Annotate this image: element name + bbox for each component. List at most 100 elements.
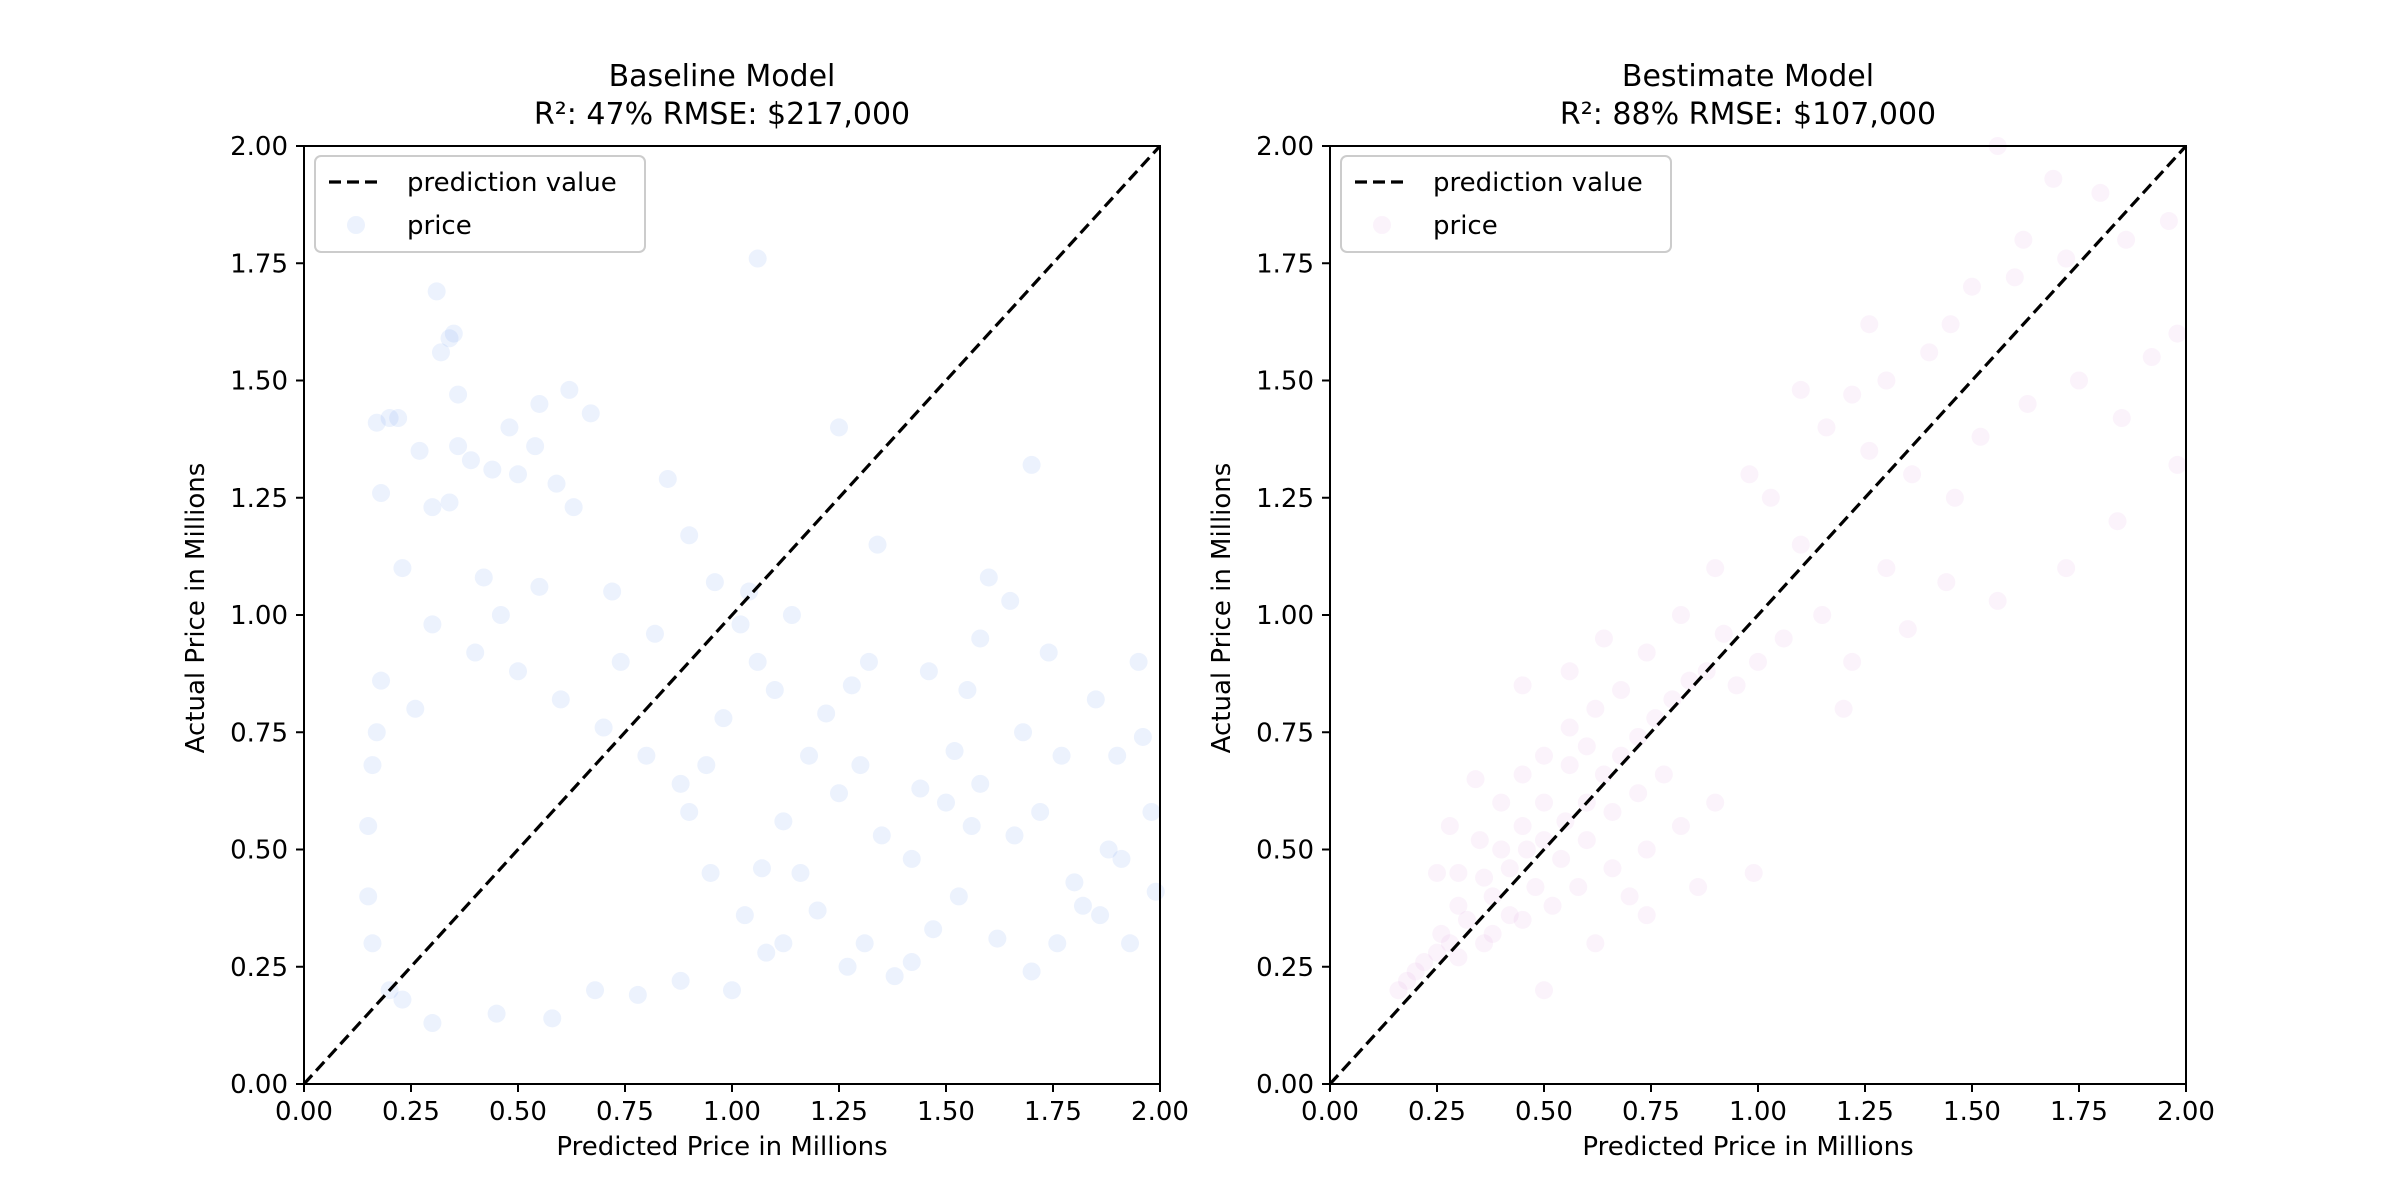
data-point: [367, 413, 386, 432]
data-point: [1637, 906, 1656, 925]
data-point: [1569, 878, 1588, 897]
legend-dot-swatch: [347, 216, 365, 234]
y-tick-label: 1.00: [230, 601, 288, 631]
data-point: [830, 784, 848, 803]
data-point: [2142, 348, 2161, 367]
data-point: [971, 774, 990, 793]
y-ticks: 0.00 0.25 0.50 0.75 1.00 1.25 1.50 1.75 2.00: [230, 132, 304, 1100]
x-tick-label: 1.75: [2050, 1097, 2108, 1127]
data-point: [363, 934, 382, 953]
data-point: [1440, 817, 1459, 836]
data-point: [526, 437, 545, 456]
data-point: [1492, 840, 1511, 859]
data-point: [902, 953, 921, 972]
data-point: [937, 793, 955, 812]
x-tick-label: 1.00: [703, 1097, 761, 1127]
data-point: [1389, 981, 1408, 1000]
data-point: [1535, 981, 1553, 1000]
data-point: [449, 385, 468, 404]
data-point: [1513, 817, 1532, 836]
data-point: [1073, 896, 1092, 915]
y-tick-label: 0.75: [230, 718, 288, 748]
chart-subtitle: R²: 47% RMSE: $217,000: [534, 97, 910, 132]
y-axis-label: Actual Price in Millions: [1207, 463, 1237, 754]
data-point: [543, 1009, 562, 1028]
x-axis-label: Predicted Price in Millions: [556, 1132, 887, 1162]
data-point: [757, 943, 776, 962]
data-point: [500, 418, 519, 437]
data-point: [2057, 249, 2076, 268]
data-point: [530, 577, 549, 596]
y-tick-label: 2.00: [1256, 132, 1314, 162]
data-point: [2014, 230, 2033, 249]
y-tick-label: 0.00: [230, 1070, 288, 1100]
data-point: [1475, 934, 1494, 953]
data-point: [509, 465, 527, 484]
data-point: [1663, 690, 1682, 709]
data-point: [782, 606, 801, 624]
legend: prediction value price: [314, 155, 646, 253]
data-point: [1629, 727, 1648, 746]
data-point: [1517, 840, 1536, 859]
y-tick-label: 1.25: [1256, 484, 1314, 514]
data-point: [1449, 948, 1468, 967]
data-point: [1727, 676, 1746, 695]
data-point: [830, 418, 848, 437]
data-point: [410, 441, 429, 460]
data-point: [1843, 385, 1862, 404]
data-point: [431, 343, 450, 362]
y-axis-label: Actual Price in Millions: [181, 463, 211, 754]
data-point: [1039, 643, 1058, 662]
data-point: [389, 409, 408, 428]
data-point: [1513, 676, 1532, 695]
data-point: [1065, 873, 1084, 892]
data-point: [800, 746, 819, 765]
data-point: [723, 981, 741, 1000]
data-point: [2168, 324, 2187, 343]
data-point: [359, 817, 378, 836]
data-point: [1813, 606, 1832, 624]
data-point: [393, 990, 412, 1009]
data-point: [2057, 559, 2076, 578]
data-point: [427, 282, 446, 301]
data-point: [911, 779, 930, 798]
x-tick-label: 1.50: [1943, 1097, 2001, 1127]
data-point: [1449, 863, 1468, 882]
data-point: [1052, 746, 1071, 765]
y-tick-label: 0.00: [1256, 1070, 1314, 1100]
data-point: [491, 606, 510, 624]
data-point: [1022, 455, 1041, 474]
data-point: [1689, 878, 1708, 897]
data-point: [714, 709, 733, 728]
legend-box: [314, 155, 646, 253]
data-point: [1457, 910, 1476, 929]
data-point: [697, 756, 716, 775]
data-point: [380, 409, 399, 428]
data-point: [748, 652, 767, 671]
data-point: [1112, 849, 1131, 868]
x-tick-label: 0.50: [1515, 1097, 1573, 1127]
data-point: [791, 863, 810, 882]
data-point: [423, 1014, 442, 1033]
data-point: [1603, 859, 1622, 878]
y-tick-label: 1.75: [1256, 249, 1314, 279]
data-point: [962, 817, 981, 836]
data-point: [611, 652, 630, 671]
data-point: [1406, 962, 1425, 981]
data-point: [1142, 802, 1161, 821]
legend-box: [1340, 155, 1672, 253]
data-point: [461, 451, 480, 470]
data-point: [971, 629, 990, 648]
y-tick-label: 1.50: [230, 367, 288, 397]
x-tick-label: 0.75: [1622, 1097, 1680, 1127]
data-point: [765, 681, 784, 700]
data-point: [1586, 934, 1605, 953]
x-tick-label: 0.00: [275, 1097, 333, 1127]
data-point: [483, 460, 502, 479]
data-point: [372, 484, 391, 503]
y-tick-label: 1.75: [230, 249, 288, 279]
data-point: [1620, 887, 1639, 906]
data-point: [868, 535, 887, 554]
data-point: [658, 469, 677, 488]
data-point: [1920, 343, 1939, 362]
